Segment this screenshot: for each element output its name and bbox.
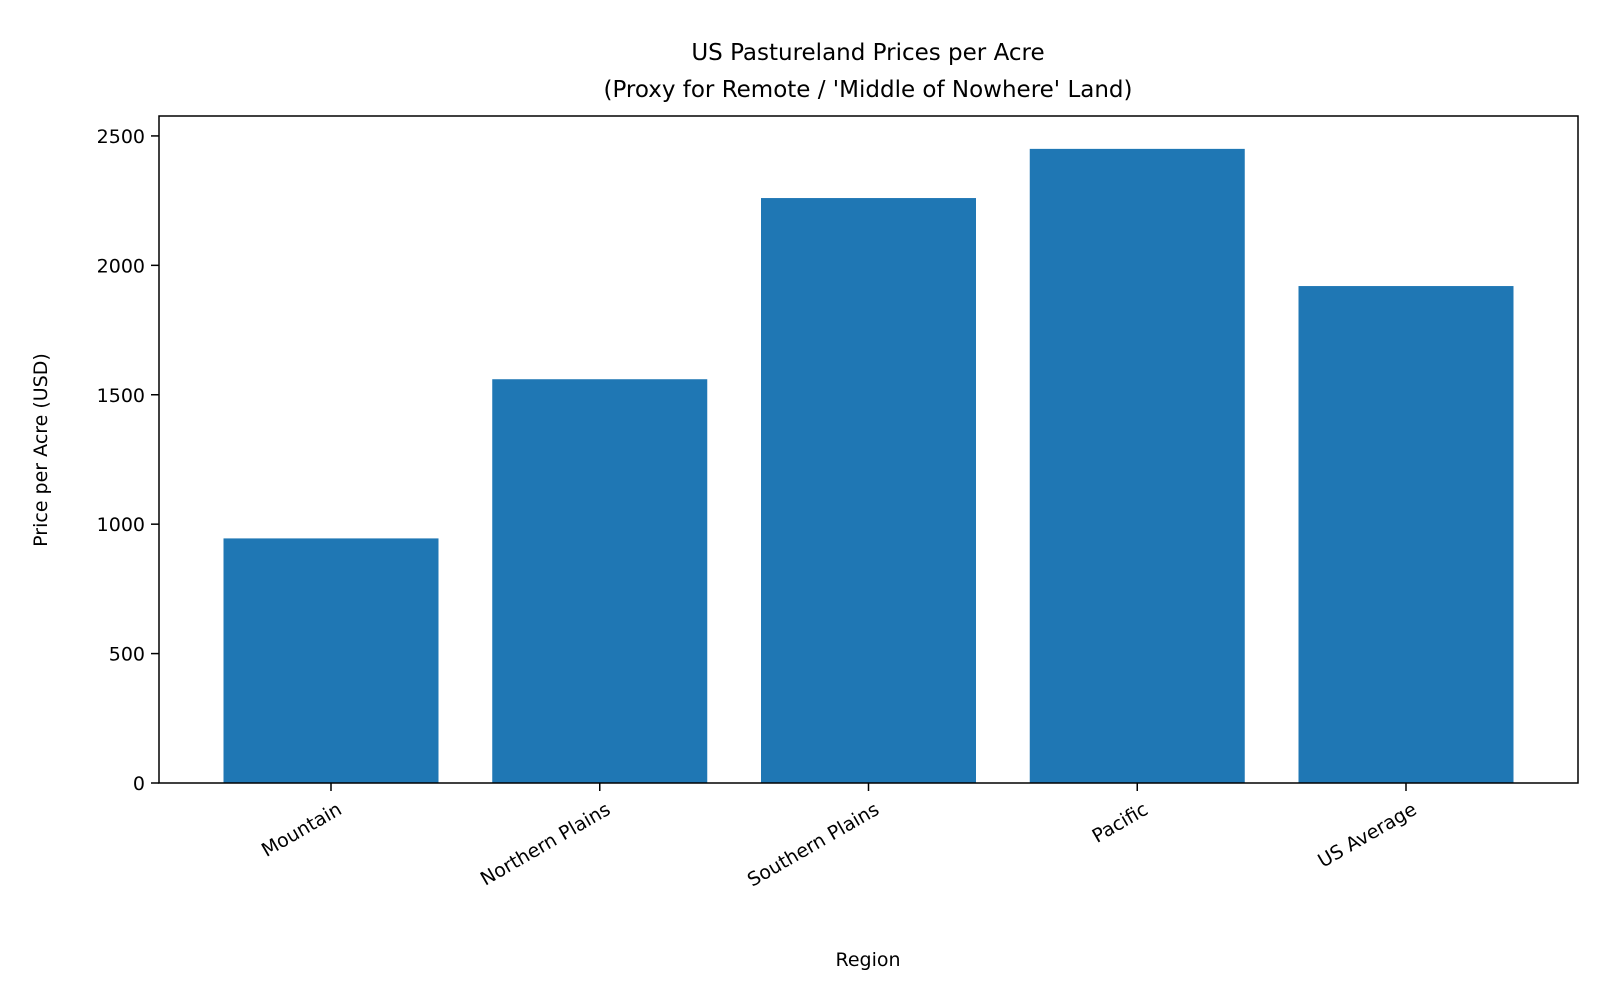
chart-subtitle: (Proxy for Remote / 'Middle of Nowhere' … [603,77,1132,103]
bar-us-average [1298,286,1514,783]
y-tick-label: 2500 [97,126,145,148]
y-axis-ticks: 0 500 1000 1500 2000 2500 [97,126,159,795]
x-tick-label: Southern Plains [744,798,883,891]
x-tick-label: Northern Plains [477,798,614,890]
y-tick-label: 500 [109,644,145,666]
x-tick-label: Mountain [258,798,346,861]
chart-title: US Pastureland Prices per Acre [691,40,1044,66]
bar-mountain [223,538,439,783]
y-tick-label: 1500 [97,385,145,407]
bar-northern-plains [492,379,708,783]
plot-frame [158,115,1579,784]
y-axis-label: Price per Acre (USD) [30,353,52,547]
x-tick-label: US Average [1314,798,1420,872]
bars-group [223,148,1514,784]
bar-southern-plains [761,198,976,783]
x-tick-label: Pacific [1088,798,1151,847]
x-axis-label: Region [835,949,900,971]
x-axis-ticks: Mountain Northern Plains Southern Plains Pa… [258,783,1421,891]
y-tick-label: 1000 [97,514,145,536]
bar-pacific [1029,148,1245,784]
y-tick-label: 0 [133,773,145,795]
y-tick-label: 2000 [97,255,145,277]
